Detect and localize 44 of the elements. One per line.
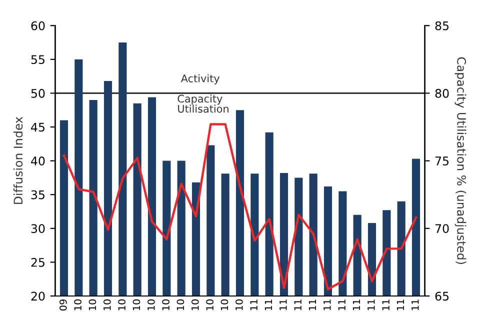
x-tick-label: 11 xyxy=(250,300,258,310)
y2-tick-label: 85 xyxy=(435,21,449,30)
y-tick-label: 55 xyxy=(31,55,44,64)
x-tick-label: 11 xyxy=(294,300,302,310)
x-tick-label: 10 xyxy=(132,299,140,310)
x-tick-label: 11 xyxy=(264,300,272,310)
x-tick-label: 10 xyxy=(176,299,184,310)
y-tick-label: 50 xyxy=(31,88,45,98)
y-tick-label: 60 xyxy=(31,21,45,30)
y2-tick-label: 65 xyxy=(435,292,449,301)
x-tick-label: 11 xyxy=(280,300,287,310)
x-tick-label: 10 xyxy=(118,299,126,310)
x-tick-label: 10 xyxy=(103,299,111,310)
x-tick-label: 11 xyxy=(338,300,346,310)
x-tick-label: 11 xyxy=(412,300,419,310)
x-tick-label: 10 xyxy=(74,299,82,310)
y-axis-title: Diffusion Index xyxy=(13,116,23,204)
y-tick-label: 35 xyxy=(31,190,44,200)
y2-tick-label: 75 xyxy=(435,156,449,166)
x-tick-label: 11 xyxy=(382,300,390,310)
x-tick-label: 11 xyxy=(324,300,331,310)
x-tick-label: 11 xyxy=(368,300,375,310)
x-tick-label: 10 xyxy=(147,299,155,310)
x-tick-label: 10 xyxy=(162,299,170,310)
x-tick-label: 11 xyxy=(352,300,360,310)
y-tick-label: 30 xyxy=(31,224,45,234)
line-series xyxy=(62,123,418,290)
y-tick-label: 40 xyxy=(31,156,45,166)
annotation: Capacity Utilisation xyxy=(178,94,228,113)
x-tick-label: 11 xyxy=(308,300,316,310)
x-tick-label: 10 xyxy=(206,299,214,310)
y2-tick-label: 80 xyxy=(435,88,449,98)
y2-tick-label: 70 xyxy=(435,224,449,234)
x-tick-label: 10 xyxy=(191,299,199,310)
x-tick-label: 11 xyxy=(396,300,404,310)
y2-axis-title: Capacity Utilisation % (unadjusted) xyxy=(454,57,466,264)
annotation: Activity xyxy=(180,74,220,84)
x-tick-label: 09 xyxy=(59,299,67,311)
x-tick-label: 10 xyxy=(235,299,243,310)
y-tick-label: 45 xyxy=(31,122,44,132)
y-tick-label: 20 xyxy=(31,292,45,301)
x-tick-label: 10 xyxy=(88,299,96,310)
x-tick-label: 10 xyxy=(220,299,228,310)
y-tick-label: 25 xyxy=(31,258,44,267)
